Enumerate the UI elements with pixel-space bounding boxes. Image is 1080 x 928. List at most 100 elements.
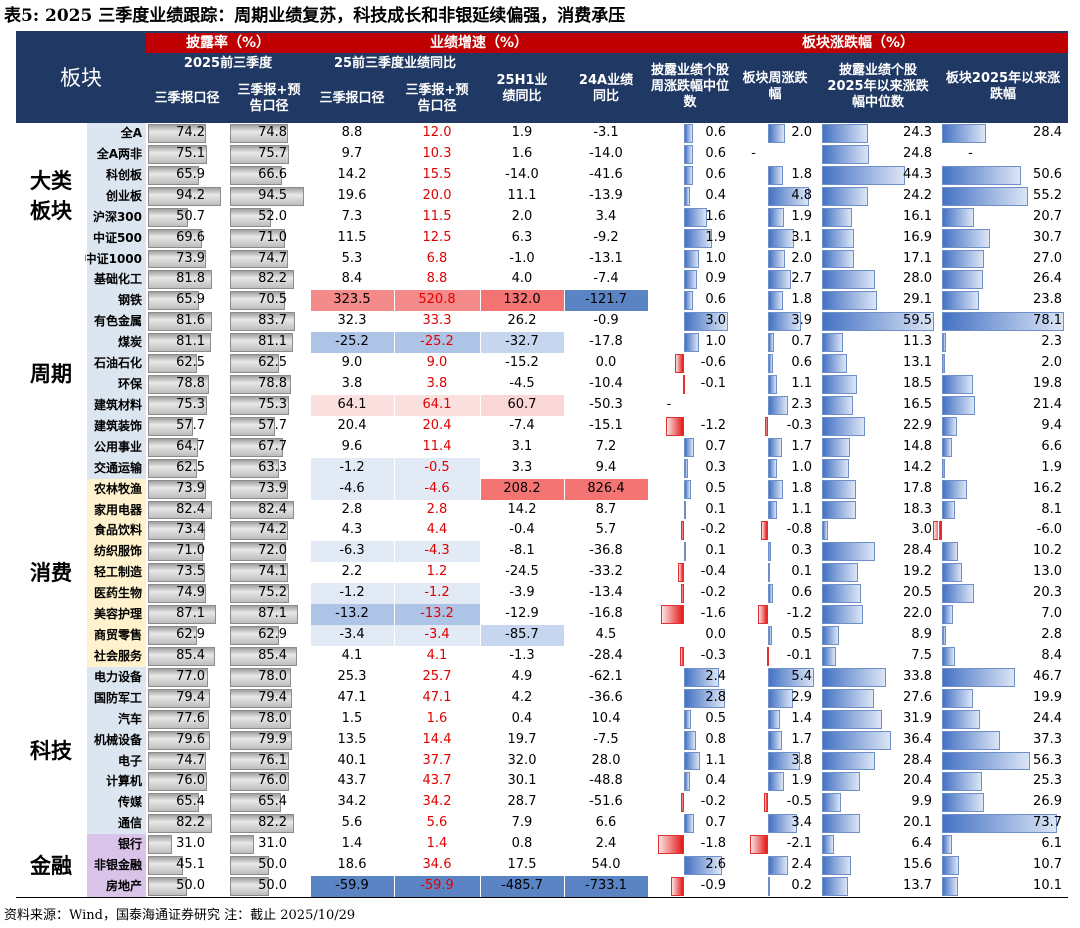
- change-bar: [684, 186, 690, 206]
- disclosure-bar: [148, 877, 187, 896]
- change-value: 2.3: [1041, 334, 1062, 350]
- disclosure-bar: [230, 563, 288, 583]
- change-bar: [822, 646, 837, 666]
- growth-value: -0.9: [593, 313, 619, 329]
- change-value: 24.8: [903, 145, 932, 161]
- disclosure-bar: [230, 207, 271, 227]
- row-label: 煤炭: [117, 335, 142, 350]
- change-bar: [681, 584, 684, 604]
- change-bar: [767, 646, 770, 666]
- change-value: 0.1: [705, 543, 726, 559]
- growth-value: 7.3: [341, 208, 363, 224]
- disclosure-bar: [230, 479, 288, 499]
- growth-value: 0.0: [595, 355, 617, 371]
- growth-value: 14.4: [422, 731, 452, 747]
- growth-value: 3.1: [511, 438, 533, 454]
- growth-value: 4.5: [595, 627, 617, 643]
- change-bar: [768, 856, 789, 876]
- header-h1: 25H1业绩同比: [496, 73, 548, 104]
- change-bar: [822, 291, 877, 311]
- change-value: -1.2: [786, 606, 812, 622]
- growth-value: -17.8: [589, 334, 623, 350]
- disclosure-bar: [230, 500, 295, 520]
- row-label-bg: [86, 123, 146, 144]
- growth-value: 323.5: [310, 290, 394, 312]
- column-divider: [732, 123, 733, 897]
- growth-value: -3.1: [593, 125, 619, 140]
- disclosure-bar: [230, 333, 294, 353]
- change-value: 8.4: [1041, 647, 1062, 663]
- change-bar: [768, 877, 770, 896]
- disclosure-value: 82.4: [176, 501, 206, 517]
- change-bar: [822, 667, 886, 687]
- disclosure-value: 79.9: [258, 731, 288, 747]
- row-label: 科创板: [105, 167, 142, 182]
- change-bar: [768, 312, 802, 332]
- growth-value: 208.2: [480, 478, 564, 500]
- change-value: 7.0: [1041, 606, 1062, 622]
- change-value: 20.5: [903, 585, 932, 601]
- change-bar: [768, 124, 786, 143]
- disclosure-value: 70.5: [258, 292, 288, 308]
- change-bar: [822, 249, 855, 269]
- disclosure-value: 73.9: [176, 480, 206, 496]
- change-bar: [822, 521, 828, 541]
- change-value: 28.4: [903, 752, 932, 768]
- growth-value: -13.9: [589, 187, 623, 203]
- disclosure-value: 76.0: [258, 773, 288, 789]
- disclosure-bar: [148, 730, 211, 750]
- row-label: 钢铁: [117, 293, 142, 308]
- change-value: 0.7: [791, 334, 812, 350]
- change-value: 27.0: [1033, 250, 1062, 266]
- disclosure-bar: [148, 646, 215, 666]
- change-value: 56.3: [1033, 752, 1062, 768]
- change-value: 16.5: [903, 396, 932, 412]
- row-label: 通信: [117, 816, 142, 831]
- change-value: 5.4: [791, 668, 812, 684]
- row-label: 美容护理: [93, 607, 142, 622]
- change-value: 0.7: [705, 815, 726, 831]
- growth-value: -24.5: [505, 564, 539, 580]
- row-label-bg: [86, 541, 146, 563]
- header-ytd: 板块2025年以来涨跌幅: [945, 71, 1061, 102]
- change-value: -0.5: [786, 794, 812, 810]
- disclosure-value: 71.0: [176, 543, 206, 559]
- growth-value: 5.7: [595, 522, 617, 538]
- change-bar: [942, 291, 980, 311]
- change-bar: [763, 793, 768, 813]
- change-value: 8.9: [911, 627, 932, 643]
- disclosure-bar: [230, 709, 291, 729]
- growth-value: 34.2: [337, 794, 367, 810]
- growth-value: -51.6: [589, 794, 623, 810]
- disclosure-value: 65.9: [176, 166, 206, 182]
- change-value: 33.8: [903, 668, 932, 684]
- disclosure-bar: [148, 814, 213, 834]
- change-value: 6.1: [1041, 836, 1062, 852]
- row-label-bg: [86, 792, 146, 814]
- change-bar: [822, 354, 847, 373]
- change-bar: [942, 500, 955, 520]
- row-label-bg: [86, 625, 146, 646]
- disclosure-bar: [230, 354, 279, 373]
- disclosure-bar: [230, 772, 290, 792]
- row-label: 沪深300: [92, 209, 142, 224]
- data-grid: 大类板块 周期 消费 科技 金融 全A 74.2 74.8 8.8 12.0 1.9 -3.1 0.6 2…: [16, 123, 1068, 897]
- growth-value: 2.4: [595, 836, 617, 852]
- change-value: 31.9: [903, 710, 932, 726]
- growth-value: -59.9: [310, 876, 394, 897]
- row-label-bg: [86, 876, 146, 897]
- disclosure-value: 82.4: [258, 501, 288, 517]
- disclosure-value: 77.0: [176, 668, 206, 684]
- growth-value: 0.8: [511, 836, 533, 852]
- change-bar: [657, 835, 684, 855]
- row-label-bg: [86, 374, 146, 395]
- change-bar: [768, 584, 774, 604]
- row-label-bg: [86, 687, 146, 709]
- header-weekly: 板块周涨跌幅: [742, 71, 808, 102]
- change-bar: [942, 877, 958, 896]
- row-label-bg: [86, 227, 146, 249]
- change-value: 24.3: [903, 125, 932, 140]
- growth-value: 1.6: [511, 145, 533, 161]
- change-value: 10.7: [1033, 857, 1062, 873]
- change-bar: [684, 751, 701, 771]
